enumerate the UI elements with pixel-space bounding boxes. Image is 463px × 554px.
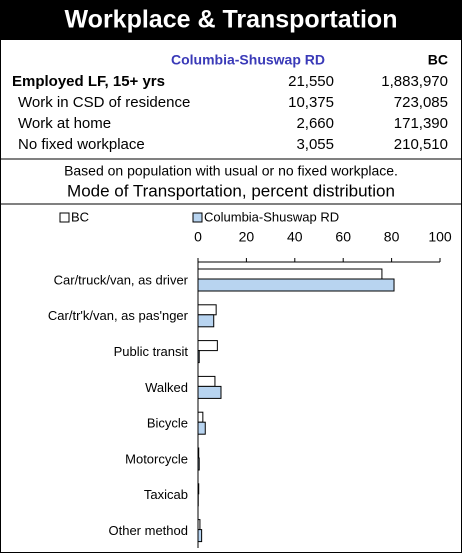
bar bbox=[197, 278, 395, 292]
table: Columbia-Shuswap RD BC Employed LF, 15+ yr… bbox=[12, 52, 448, 153]
bar bbox=[197, 447, 200, 459]
bar bbox=[197, 457, 200, 471]
x-tick-label: 0 bbox=[194, 229, 202, 245]
cell: 10,375 bbox=[288, 94, 334, 111]
bar bbox=[197, 519, 201, 531]
x-tick-label: 40 bbox=[287, 229, 303, 245]
row-label: Employed LF, 15+ yrs bbox=[12, 73, 165, 90]
bar bbox=[197, 314, 215, 328]
bar bbox=[197, 350, 200, 364]
legend-swatch bbox=[192, 212, 203, 223]
column-header: Columbia-Shuswap RD bbox=[171, 52, 325, 68]
legend-swatch bbox=[59, 212, 70, 223]
row-label: No fixed workplace bbox=[18, 136, 145, 153]
chart-title: Mode of Transportation, percent distribu… bbox=[67, 181, 395, 200]
bar bbox=[197, 375, 216, 387]
legend-label: BC bbox=[71, 209, 89, 224]
bar bbox=[197, 340, 218, 352]
cell: 3,055 bbox=[296, 136, 334, 153]
bar bbox=[197, 411, 204, 423]
bar bbox=[197, 483, 200, 495]
y-tick-label: Other method bbox=[109, 523, 189, 538]
y-tick-label: Motorcycle bbox=[125, 451, 188, 466]
y-tick-label: Public transit bbox=[114, 344, 189, 359]
bar bbox=[197, 385, 222, 399]
row-label: Work in CSD of residence bbox=[18, 94, 190, 111]
note: Based on population with usual or no fix… bbox=[64, 163, 398, 179]
column-header: BC bbox=[428, 52, 448, 68]
chart: 0 20 40 60 80 100 BC Columbia-Shuswap RD Car/tru… bbox=[48, 209, 452, 548]
header-title: Workplace & Transportation bbox=[65, 6, 398, 34]
y-tick-label: Car/tr'k/van, as pas'nger bbox=[48, 308, 189, 323]
cell: 1,883,970 bbox=[381, 73, 448, 90]
y-tick-label: Bicycle bbox=[147, 416, 188, 431]
cell: 171,390 bbox=[394, 115, 448, 132]
bar bbox=[197, 421, 206, 435]
cell: 210,510 bbox=[394, 136, 448, 153]
bar bbox=[197, 529, 203, 543]
header-bar bbox=[0, 0, 462, 40]
bar bbox=[197, 268, 383, 280]
bar bbox=[197, 304, 217, 316]
x-tick-label: 100 bbox=[428, 229, 452, 245]
y-tick-label: Car/truck/van, as driver bbox=[54, 272, 189, 287]
cell: 21,550 bbox=[288, 73, 334, 90]
cell: 723,085 bbox=[394, 94, 448, 111]
legend-label: Columbia-Shuswap RD bbox=[204, 209, 339, 224]
y-tick-label: Taxicab bbox=[144, 487, 188, 502]
x-tick-label: 60 bbox=[335, 229, 351, 245]
cell: 2,660 bbox=[296, 115, 334, 132]
x-tick-label: 20 bbox=[239, 229, 255, 245]
x-tick-label: 80 bbox=[384, 229, 400, 245]
row-label: Work at home bbox=[18, 115, 111, 132]
y-tick-label: Walked bbox=[145, 380, 188, 395]
